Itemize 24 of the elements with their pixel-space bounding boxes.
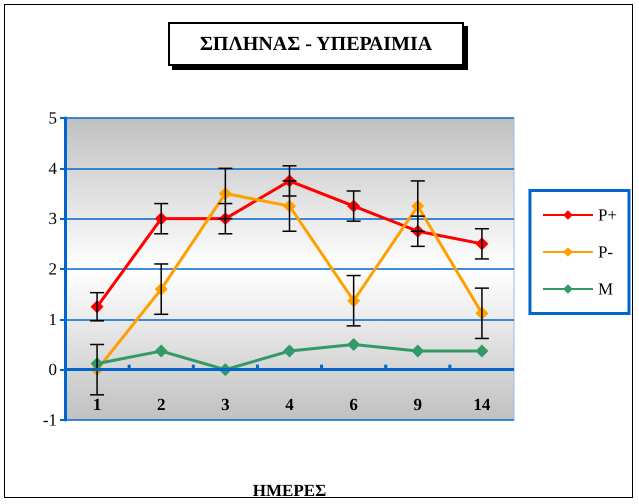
legend-label: P- (598, 242, 614, 262)
point (475, 344, 488, 358)
x-tick-label: 2 (156, 395, 166, 414)
point (154, 344, 168, 358)
x-tick-label: 1 (92, 395, 102, 414)
point (347, 338, 360, 351)
point (283, 344, 296, 358)
y-tick-label: 4 (48, 158, 58, 178)
x-tick-label: 14 (473, 395, 491, 414)
legend-label: M (598, 280, 614, 298)
x-tick-label: 4 (285, 395, 294, 414)
x-axis-title: ΗΜΕΡΕΣ (252, 481, 326, 500)
x-tick-label: 6 (349, 395, 358, 414)
chart-title: ΣΠΛΗΝΑΣ - ΥΠΕΡΑΙΜΙΑ (168, 22, 464, 66)
legend-label: P+ (598, 206, 618, 224)
y-tick-label: 3 (48, 209, 57, 228)
y-tick-label: 5 (48, 108, 57, 128)
x-tick-label: 3 (221, 395, 230, 414)
y-tick-label: 1 (48, 310, 57, 329)
x-tick-label: 9 (414, 395, 422, 414)
y-tick-label: -1 (42, 410, 57, 430)
y-tick-label: 2 (48, 260, 57, 278)
y-tick-label: 0 (48, 360, 57, 380)
point (411, 344, 424, 358)
